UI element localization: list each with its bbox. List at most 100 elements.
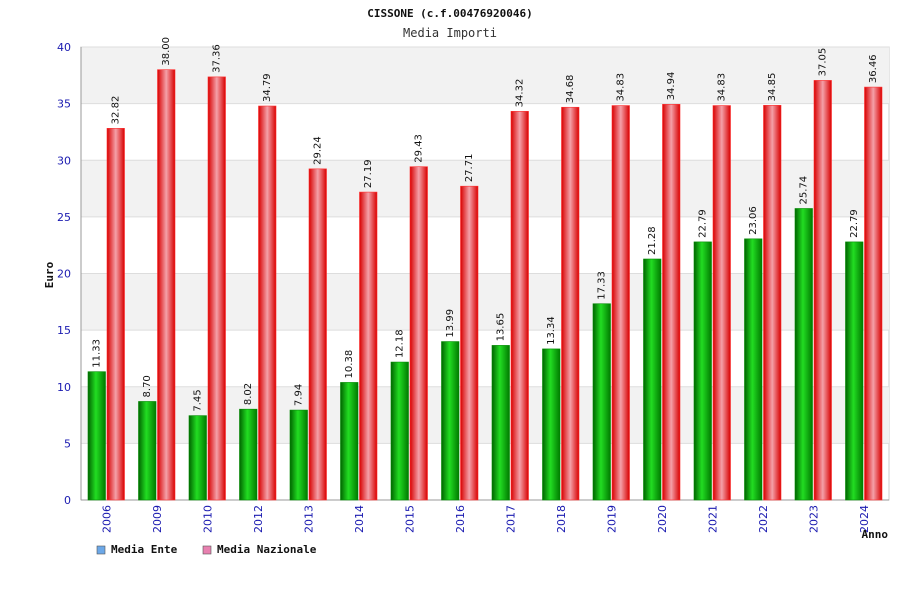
legend-swatch [202,545,212,555]
bar-value-label: 38.00 [161,37,172,66]
bar-value-label: 13.99 [445,309,456,338]
bar-media-nazionale [359,191,378,501]
bar-media-nazionale [712,105,731,501]
bar-value-label: 22.79 [698,209,709,238]
chart-title: CISSONE (c.f.00476920046) [367,7,533,20]
bar-value-label: 10.38 [344,350,355,379]
x-tick-label: 2013 [302,505,315,533]
y-tick-label: 0 [64,494,71,507]
bar-value-label: 34.83 [717,73,728,102]
bar-value-label: 37.05 [818,48,829,77]
y-tick-label: 30 [57,154,71,167]
bar-value-label: 21.28 [647,226,658,255]
y-tick-label: 35 [57,98,71,111]
x-tick-label: 2017 [504,505,517,533]
bar-media-ente [693,241,712,501]
bar-media-nazionale [510,111,529,501]
bar-value-label: 11.33 [92,339,103,368]
x-tick-label: 2021 [706,505,719,533]
bar-media-nazionale [207,76,226,501]
y-tick-label: 15 [57,324,71,337]
x-tick-label: 2020 [656,505,669,533]
bar-value-label: 36.46 [868,54,879,83]
bar-value-label: 34.94 [666,72,677,101]
y-tick-label: 10 [57,381,71,394]
bar-media-ente [542,348,561,501]
bar-value-label: 34.79 [262,73,273,102]
x-tick-label: 2024 [858,505,871,533]
y-tick-label: 25 [57,211,71,224]
bar-value-label: 13.65 [496,313,507,342]
y-axis-ticks: 0 5 10 15 20 25 30 35 40 [57,41,71,507]
x-axis-ticks: 2006 2009 2010 2012 2013 2014 2015 2016 2017 2018… [100,505,871,533]
bar-media-ente [441,341,460,501]
y-tick-label: 5 [64,437,71,450]
bar-value-label: 37.36 [212,44,223,73]
bar-media-ente [643,258,662,501]
bar-media-nazionale [662,104,681,501]
bar-value-label: 22.79 [849,209,860,238]
x-tick-label: 2022 [757,505,770,533]
bar-media-nazionale [864,86,883,501]
bar-media-nazionale [308,168,327,501]
bar-media-ente [87,371,106,501]
x-tick-label: 2010 [201,505,214,533]
bar-value-label: 27.71 [464,154,475,183]
x-tick-label: 2012 [252,505,265,533]
x-tick-label: 2015 [403,505,416,533]
legend-swatch [96,545,106,555]
bar-media-nazionale [611,105,630,501]
bar-media-nazionale [763,105,782,501]
bar-value-label: 23.06 [748,206,759,235]
x-tick-label: 2006 [100,505,113,533]
bar-media-ente [188,415,207,501]
bar-value-label: 32.82 [111,96,122,125]
bar-value-label: 34.68 [565,75,576,104]
x-tick-label: 2014 [353,505,366,533]
chart-subtitle: Media Importi [403,26,497,40]
x-tick-label: 2018 [555,505,568,533]
bar-media-ente [744,238,763,501]
x-tick-label: 2016 [454,505,467,533]
bar-value-label: 7.45 [193,389,204,411]
bar-value-label: 12.18 [395,329,406,358]
bar-media-ente [794,208,813,501]
legend: Media Ente Media Nazionale [96,543,317,556]
legend-label: Media Ente [111,543,178,556]
bar-media-nazionale [561,106,580,501]
bar-value-label: 34.85 [767,73,778,102]
y-tick-label: 20 [57,268,71,281]
x-tick-label: 2009 [151,505,164,533]
x-tick-label: 2023 [807,505,820,533]
bar-value-label: 13.34 [546,316,557,345]
bar-media-nazionale [460,185,479,501]
bar-value-label: 27.19 [363,159,374,188]
bar-value-label: 25.74 [799,176,810,205]
bar-media-ente [239,408,258,501]
bar-media-nazionale [106,128,125,501]
bar-media-nazionale [813,80,832,501]
y-axis-label: Euro [43,261,56,288]
bar-media-nazionale [409,166,428,501]
bar-media-ente [138,401,157,501]
bar-value-label: 8.02 [243,383,254,405]
bar-media-ente [390,361,409,501]
x-axis-label: Anno [862,528,889,541]
bar-media-nazionale [258,105,277,501]
bar-value-label: 34.32 [515,79,526,108]
bar-value-label: 29.43 [414,134,425,163]
bar-media-ente [289,409,308,501]
bar-value-label: 8.70 [142,375,153,397]
bar-value-label: 7.94 [294,384,305,406]
y-tick-label: 40 [57,41,71,54]
bar-media-nazionale [157,69,176,501]
legend-label: Media Nazionale [217,543,317,556]
bar-series: 11.33 32.82 8.70 38.00 7.45 37.36 8.02 34.79 7.9… [87,37,883,501]
bar-media-ente [592,303,611,501]
x-tick-label: 2019 [605,505,618,533]
bar-media-ente [340,382,359,501]
bar-media-ente [845,241,864,501]
bar-value-label: 34.83 [616,73,627,102]
bar-media-ente [491,345,510,501]
